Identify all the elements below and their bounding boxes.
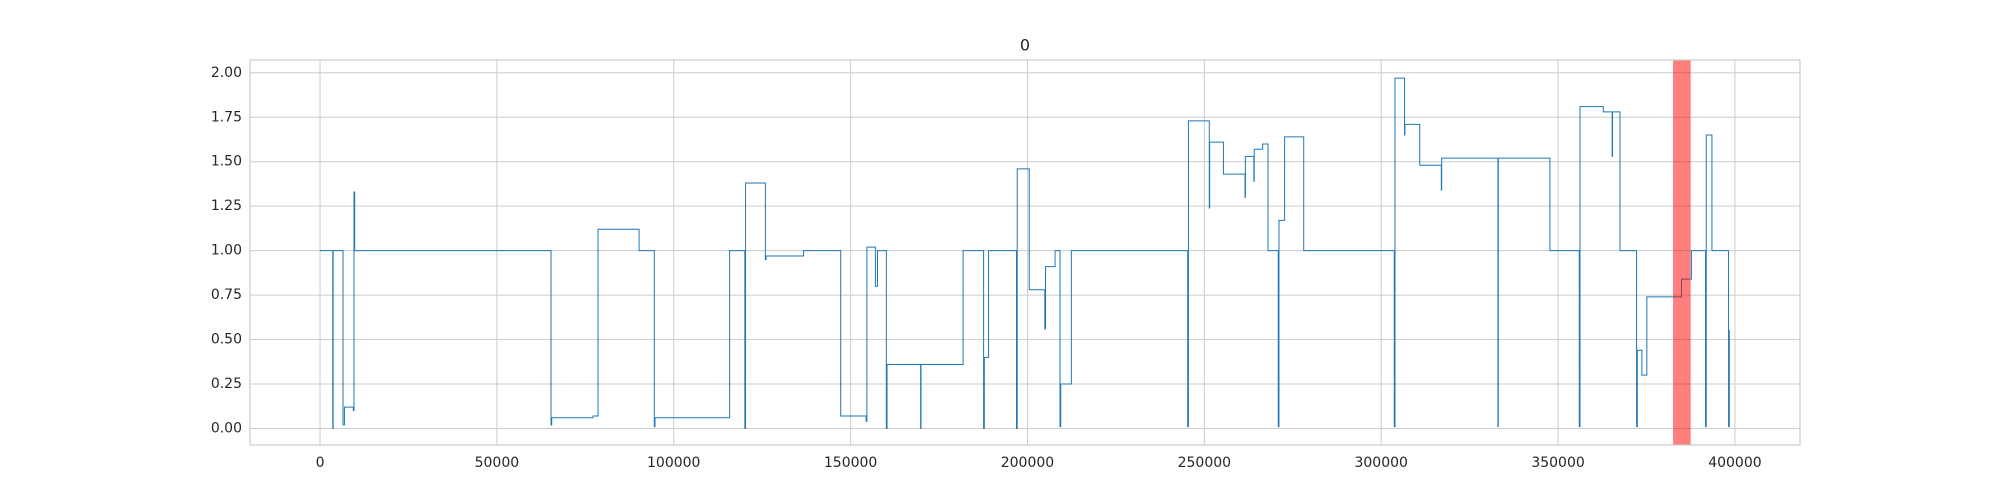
chart-title: 0 xyxy=(1020,36,1030,55)
plot-frame xyxy=(249,59,1801,446)
x-tick-label: 400000 xyxy=(1708,455,1761,471)
highlight-span xyxy=(1673,60,1691,445)
x-tick-label: 100000 xyxy=(647,455,700,471)
y-tick-label: 0.00 xyxy=(211,420,242,436)
y-tick-label: 0.25 xyxy=(211,376,242,392)
y-tick-label: 1.00 xyxy=(211,243,242,259)
x-tick-label: 350000 xyxy=(1531,455,1584,471)
plot-area xyxy=(250,60,1800,445)
y-tick-label: 1.75 xyxy=(211,109,242,125)
x-tick-label: 150000 xyxy=(824,455,877,471)
x-tick-label: 50000 xyxy=(475,455,520,471)
x-tick-label: 250000 xyxy=(1178,455,1231,471)
x-tick-label: 300000 xyxy=(1354,455,1407,471)
data-line xyxy=(320,77,1730,429)
x-tick-label: 0 xyxy=(316,455,325,471)
y-tick-label: 0.75 xyxy=(211,287,242,303)
y-tick-label: 2.00 xyxy=(211,65,242,81)
y-tick-label: 0.50 xyxy=(211,332,242,348)
y-tick-label: 1.50 xyxy=(211,154,242,170)
y-tick-label: 1.25 xyxy=(211,198,242,214)
x-tick-label: 200000 xyxy=(1001,455,1054,471)
